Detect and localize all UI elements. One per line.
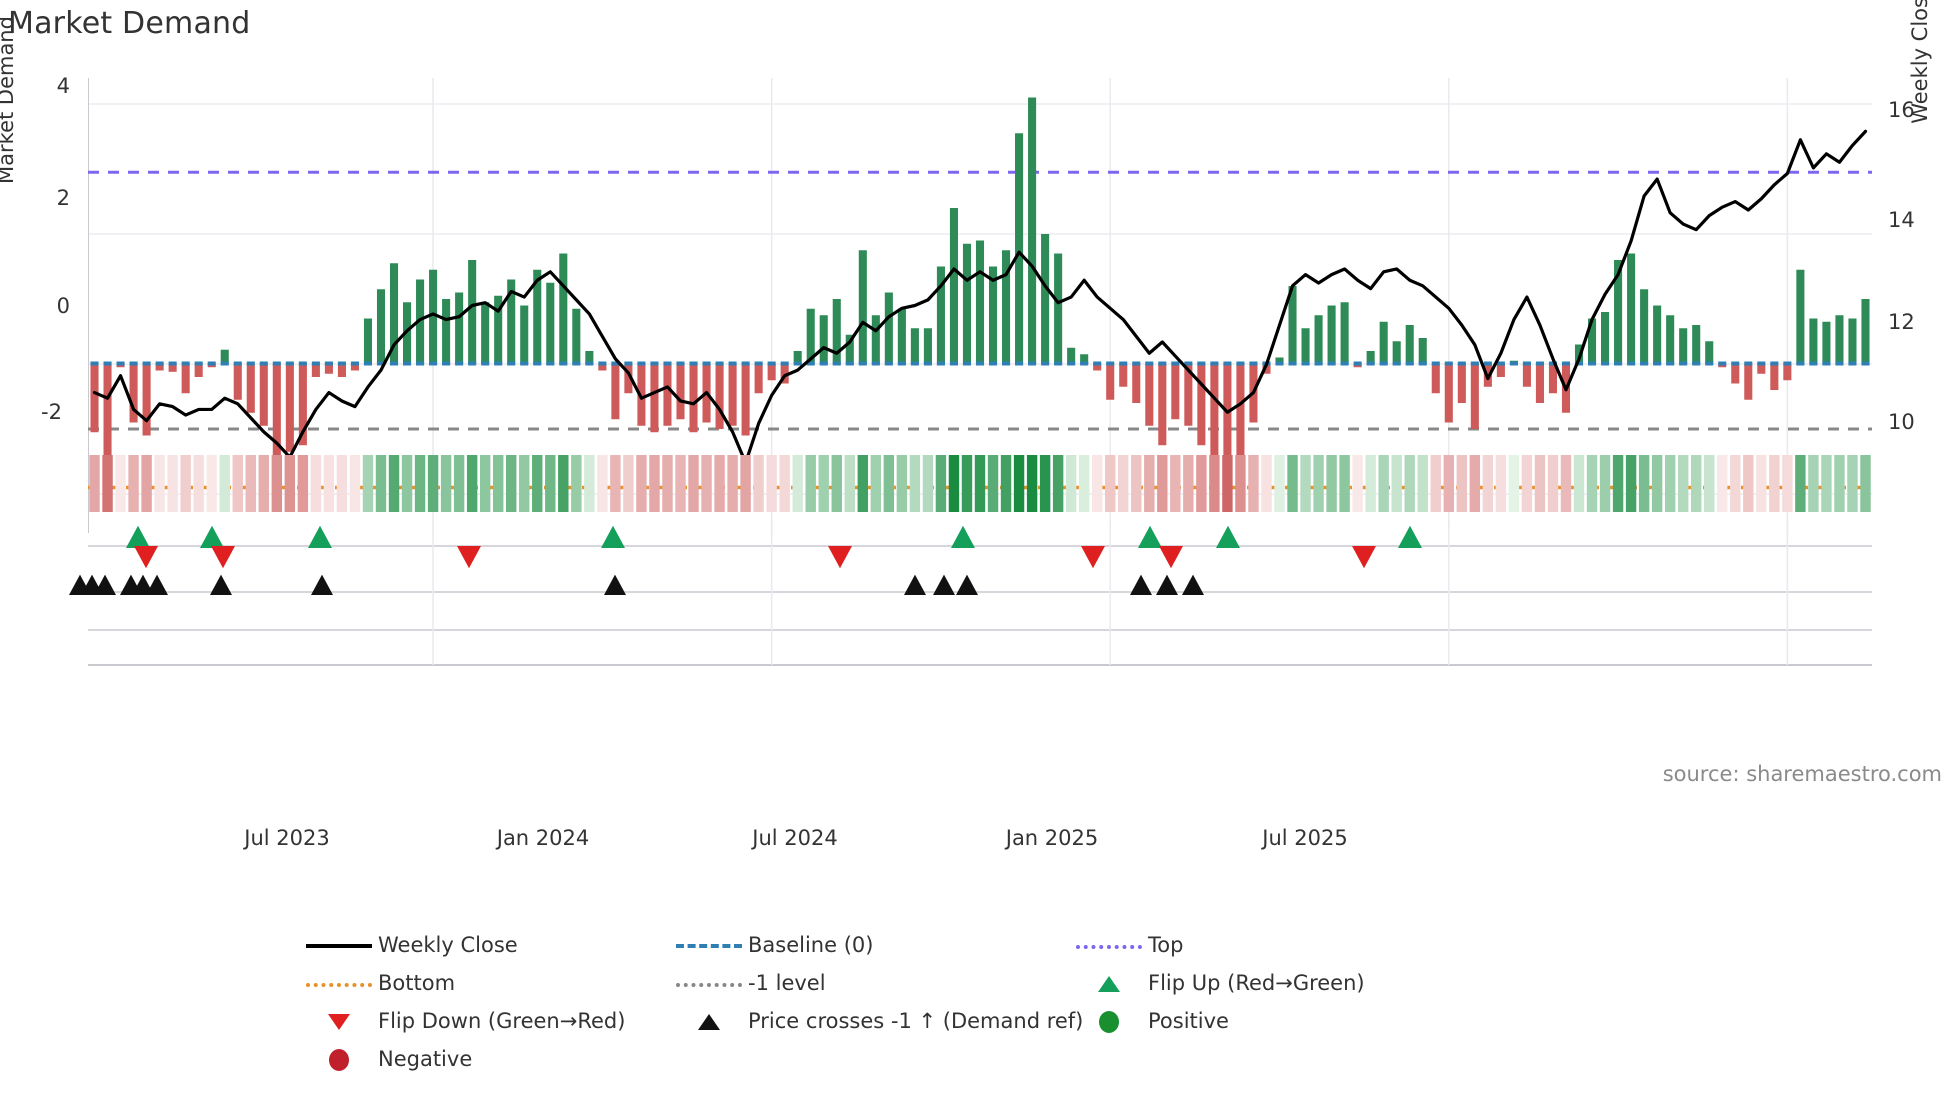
dashed-line-blue-icon	[670, 932, 748, 958]
legend-item-flip-down[interactable]: Flip Down (Green→Red)	[300, 1006, 670, 1036]
x-tick-2: Jul 2024	[752, 826, 838, 850]
x-tick-1: Jan 2024	[496, 826, 590, 850]
source-attribution: source: sharemaestro.com	[1662, 762, 1942, 786]
y-tick-right-3: 10	[1888, 410, 1915, 434]
y-tick-right-1: 14	[1888, 208, 1915, 232]
legend-label-weekly-close: Weekly Close	[378, 933, 518, 957]
triangle-up-black-icon	[670, 1008, 748, 1034]
y-tick-right-2: 12	[1888, 310, 1915, 334]
legend-item-minus1-level[interactable]: -1 level	[670, 968, 1070, 998]
legend-label-baseline: Baseline (0)	[748, 933, 874, 957]
y-axis-label-left: Market Demand	[0, 16, 18, 184]
y-tick-right-0: 16	[1888, 98, 1915, 122]
x-tick-3: Jan 2025	[1005, 826, 1099, 850]
legend-item-bottom[interactable]: Bottom	[300, 968, 670, 998]
legend-label-top: Top	[1148, 933, 1184, 957]
marker-rows	[69, 520, 1872, 666]
solid-line-black-icon	[300, 932, 378, 958]
legend-item-price-cross[interactable]: Price crosses -1 ↑ (Demand ref)	[670, 1006, 1083, 1036]
legend-label-price-cross: Price crosses -1 ↑ (Demand ref)	[748, 1009, 1084, 1033]
legend-label-negative: Negative	[378, 1047, 473, 1071]
main-plot-area	[88, 78, 1872, 533]
demand-heat-strip	[88, 455, 1872, 512]
y-axis-label-right: Weekly Close Price	[1908, 0, 1932, 124]
x-tick-4: Jul 2025	[1262, 826, 1348, 850]
legend-label-flip-down: Flip Down (Green→Red)	[378, 1009, 626, 1033]
circle-red-icon	[300, 1046, 378, 1072]
legend-label-bottom: Bottom	[378, 971, 456, 995]
chart-legend: Weekly Close Baseline (0) Top Bottom -1 …	[300, 930, 1700, 1074]
dotted-line-gray-icon	[670, 970, 748, 996]
y-tick-left-2: 0	[56, 294, 70, 318]
legend-label-flip-up: Flip Up (Red→Green)	[1148, 971, 1365, 995]
legend-item-positive[interactable]: Positive	[1070, 1006, 1450, 1036]
dotted-line-purple-icon	[1070, 932, 1148, 958]
triangle-down-red-icon	[300, 1008, 378, 1034]
triangle-up-green-icon	[1070, 970, 1148, 996]
heat-svg	[89, 455, 1871, 512]
circle-green-icon	[1070, 1008, 1148, 1034]
y-tick-left-0: 4	[56, 74, 70, 98]
legend-item-flip-up[interactable]: Flip Up (Red→Green)	[1070, 968, 1450, 998]
legend-item-weekly-close[interactable]: Weekly Close	[300, 930, 670, 960]
dotted-line-orange-icon	[300, 970, 378, 996]
legend-item-top[interactable]: Top	[1070, 930, 1450, 960]
x-tick-0: Jul 2023	[244, 826, 330, 850]
plot-svg	[88, 78, 1872, 533]
legend-label-minus1-level: -1 level	[748, 971, 826, 995]
legend-item-baseline[interactable]: Baseline (0)	[670, 930, 1070, 960]
legend-item-negative[interactable]: Negative	[300, 1044, 670, 1074]
y-tick-left-3: -2	[41, 400, 62, 424]
y-tick-left-1: 2	[56, 186, 70, 210]
legend-label-positive: Positive	[1148, 1009, 1229, 1033]
chart-title: Market Demand	[8, 6, 251, 41]
